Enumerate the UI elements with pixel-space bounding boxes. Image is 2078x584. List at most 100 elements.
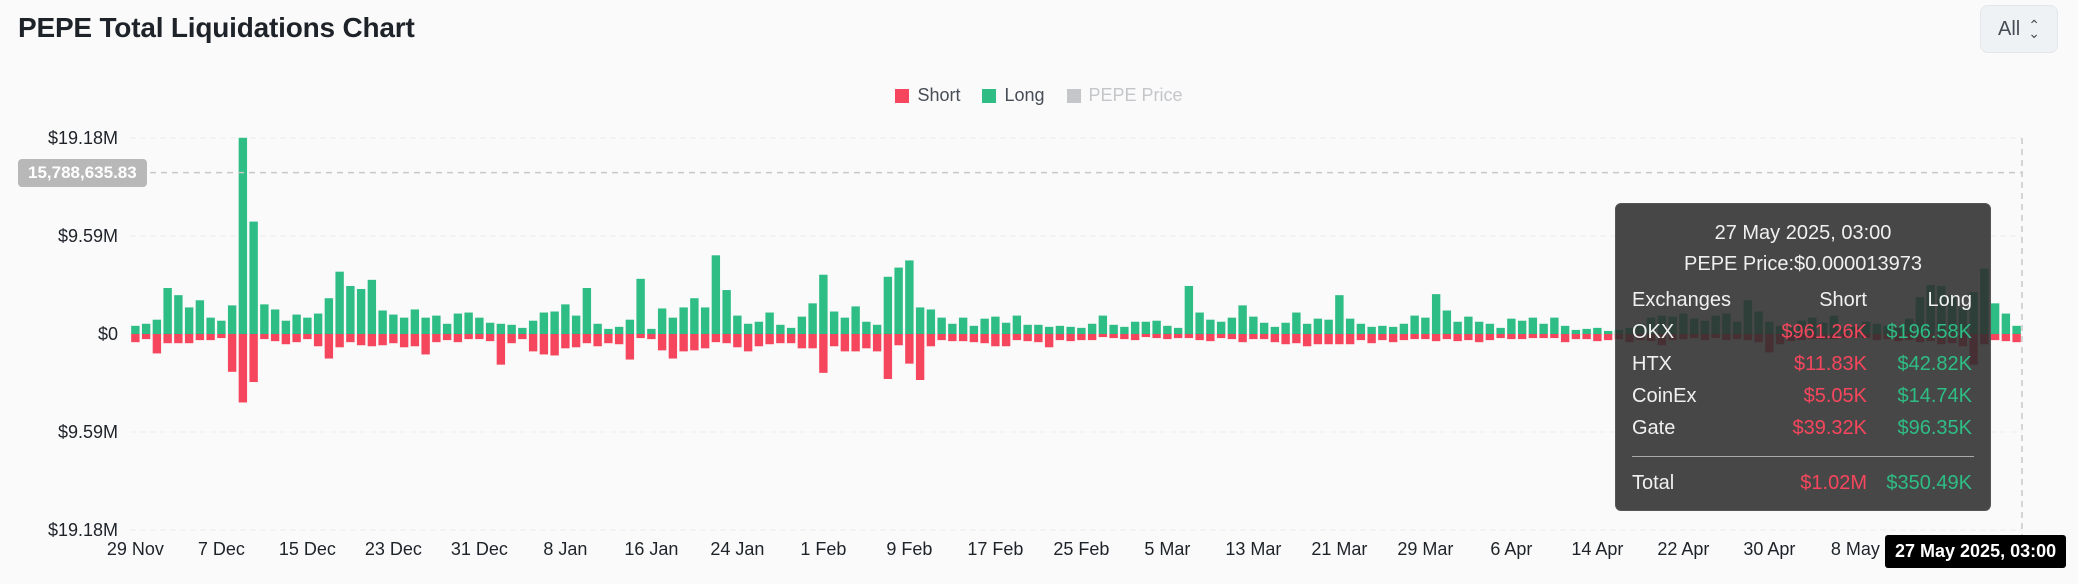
crosshair <box>150 138 2023 536</box>
long-bar <box>1163 325 1172 334</box>
short-bar <box>1560 334 1570 343</box>
long-bar <box>217 320 226 334</box>
x-cursor-label: 27 May 2025, 03:00 <box>1885 535 2067 568</box>
long-bar <box>1206 319 1215 334</box>
long-bar <box>528 320 538 334</box>
long-bar <box>1335 295 1344 334</box>
tooltip-exchange: Gate <box>1632 416 1676 439</box>
short-bar <box>163 334 172 344</box>
short-bar <box>507 334 516 344</box>
short-bar <box>1517 334 1527 340</box>
long-bar <box>464 312 473 334</box>
long-bar <box>141 323 151 334</box>
long-bar <box>324 298 334 334</box>
short-bar <box>367 334 377 347</box>
long-bar <box>700 307 710 334</box>
short-bar <box>2012 334 2021 343</box>
x-tick-label: 29 Mar <box>1397 539 1453 559</box>
short-bar <box>1141 334 1151 338</box>
long-bar <box>1302 323 1312 334</box>
page-title: PEPE Total Liquidations Chart <box>18 12 415 43</box>
short-bar <box>270 334 280 342</box>
tooltip-header-long: Long <box>1927 288 1973 311</box>
short-bar <box>1098 334 1108 338</box>
short-bar <box>1302 334 1312 347</box>
long-bar <box>905 260 914 334</box>
short-bar <box>743 334 753 352</box>
short-bar <box>442 334 452 341</box>
short-bar <box>195 334 205 341</box>
short-bar <box>1281 334 1290 345</box>
long-bar <box>1399 323 1409 334</box>
long-bar <box>690 298 699 334</box>
long-bar <box>582 288 592 334</box>
long-bar <box>647 328 656 334</box>
long-bar <box>184 307 194 334</box>
short-bar <box>378 334 387 346</box>
chart-tooltip: 27 May 2025, 03:00 PEPE Price:$0.0000139… <box>1615 203 1991 511</box>
short-bar <box>432 334 441 343</box>
long-bar <box>238 137 248 334</box>
short-bar <box>238 334 248 403</box>
long-bar <box>1130 321 1140 334</box>
long-bar <box>1345 318 1355 334</box>
sort-chevron-icon: ⌃ ⌄ <box>2028 17 2040 41</box>
long-bar <box>389 314 398 334</box>
short-bar <box>1077 334 1086 341</box>
long-bar <box>561 304 570 334</box>
short-bar <box>1421 334 1430 340</box>
long-bar <box>851 306 860 334</box>
tooltip-row: OKX $961.26K $196.58K <box>1632 316 1974 348</box>
long-bar <box>507 324 516 334</box>
long-bar <box>958 317 968 334</box>
short-bar <box>389 334 398 344</box>
short-bar <box>1399 334 1409 341</box>
short-bar <box>1034 334 1043 343</box>
short-bar <box>980 334 989 344</box>
x-tick-label: 31 Dec <box>451 539 508 559</box>
long-bar <box>743 323 753 334</box>
short-bar <box>313 334 323 347</box>
long-bar <box>1442 310 1452 334</box>
short-bar <box>1335 334 1344 345</box>
tooltip-long: $14.74K <box>1897 384 1972 407</box>
short-bar <box>690 334 699 351</box>
legend-item-pepe-price[interactable]: PEPE Price <box>1066 85 1183 106</box>
short-bar <box>1442 334 1452 340</box>
tooltip-short: $5.05K <box>1803 384 1867 407</box>
short-bar <box>249 334 258 383</box>
long-bar <box>1044 326 1054 334</box>
tooltip-long: $96.35K <box>1897 416 1972 439</box>
long-bar <box>1216 321 1226 334</box>
long-bar <box>313 313 323 334</box>
long-bar <box>399 317 409 334</box>
short-bar <box>410 334 420 347</box>
short-bar <box>819 334 828 373</box>
short-bar <box>1001 334 1011 347</box>
legend-swatch-pepe-price <box>1066 88 1081 103</box>
long-bar <box>1582 328 1591 334</box>
tooltip-row: Gate $39.32K $96.35K <box>1632 412 1974 444</box>
short-bar <box>614 334 624 345</box>
tooltip-divider <box>1632 456 1974 457</box>
long-bar <box>1227 317 1237 334</box>
short-bar <box>969 334 979 343</box>
long-bar <box>722 290 731 334</box>
legend-label-short: Short <box>917 85 961 105</box>
short-bar <box>131 334 140 343</box>
short-bar <box>206 334 215 341</box>
time-range-select[interactable]: All ⌃ ⌄ <box>1980 5 2058 53</box>
long-bar <box>378 310 387 334</box>
long-bar <box>2012 325 2021 334</box>
legend-item-short[interactable]: Short <box>895 85 960 106</box>
x-tick-label: 7 Dec <box>198 539 245 559</box>
legend-item-long[interactable]: Long <box>982 85 1045 106</box>
short-bar <box>2001 334 2011 342</box>
long-bar <box>1324 319 1333 334</box>
short-bar <box>1195 334 1204 341</box>
long-bar <box>1990 303 2000 334</box>
long-bar <box>829 311 839 334</box>
long-bar <box>163 288 172 334</box>
tooltip-short: $961.26K <box>1781 320 1867 343</box>
short-bar <box>174 334 183 344</box>
